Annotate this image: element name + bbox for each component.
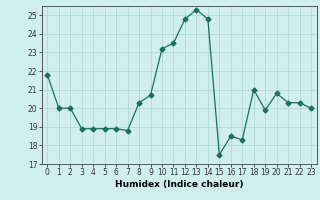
X-axis label: Humidex (Indice chaleur): Humidex (Indice chaleur) xyxy=(115,180,244,189)
